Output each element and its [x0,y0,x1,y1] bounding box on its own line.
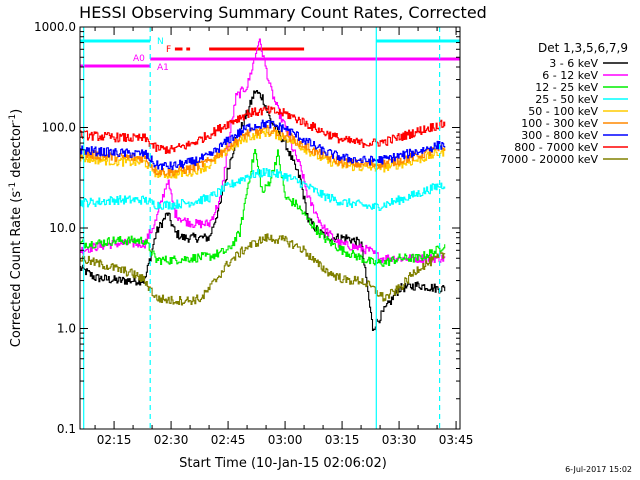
series-line [79,38,446,264]
y-axis-label-part: Corrected Count Rate (s [9,191,24,348]
y-tick-label: 1.0 [57,322,76,336]
legend-label: 100 - 300 keV [521,117,598,130]
x-tick-label: 03:00 [268,433,303,447]
legend-label: 800 - 7000 keV [514,141,598,154]
series-line [79,90,446,331]
series-line [79,168,446,211]
legend-label: 12 - 25 keV [535,81,598,94]
y-axis-label-part: ) [9,109,24,114]
y-tick-label: 1000.0 [34,20,76,34]
x-tick-label: 02:30 [154,433,189,447]
series-line [79,149,446,267]
marker-label: N [157,37,164,47]
timestamp: 6-Jul-2017 15:02 [565,465,632,474]
legend-label: 3 - 6 keV [549,57,598,70]
axis-layer: 0.1 1.0 10.0 100.0 1000.0 02:15 02:30 02:45 03:0… [34,20,473,447]
legend-label: 300 - 800 keV [521,129,598,142]
legend-label: 7000 - 20000 keV [500,153,598,166]
series-line [79,119,446,171]
legend-label: 25 - 50 keV [535,93,598,106]
vertical-line-layer [83,27,441,429]
x-tick-label: 03:30 [382,433,417,447]
x-tick-label: 03:15 [325,433,360,447]
chart-title: HESSI Observing Summary Count Rates, Cor… [79,3,487,22]
series-layer [79,38,446,331]
series-line [79,105,446,154]
legend-title: Det 1,3,5,6,7,9 [538,41,628,55]
marker-label: A0 [133,54,145,64]
y-axis-label-superscript: -1 [8,182,18,191]
x-tick-label: 02:45 [211,433,246,447]
legend-label: 50 - 100 keV [528,105,598,118]
y-axis-label: Corrected Count Rate (s-1 detector-1) [8,109,24,347]
y-axis-label-part: detector [9,122,24,182]
y-axis-label-superscript: -1 [8,114,18,123]
marker-label: F [166,45,171,55]
series-line [79,233,446,306]
x-tick-label: 03:45 [439,433,474,447]
series-line [79,125,446,177]
legend-label: 6 - 12 keV [542,69,598,82]
x-tick-label: 02:15 [97,433,132,447]
y-tick-label: 10.0 [49,221,76,235]
x-axis-label: Start Time (10-Jan-15 02:06:02) [179,456,387,471]
marker-label: A1 [157,63,169,73]
y-tick-label: 100.0 [42,121,76,135]
y-tick-label: 0.1 [57,422,76,436]
marker-layer: NF A0 A1 [80,37,460,73]
